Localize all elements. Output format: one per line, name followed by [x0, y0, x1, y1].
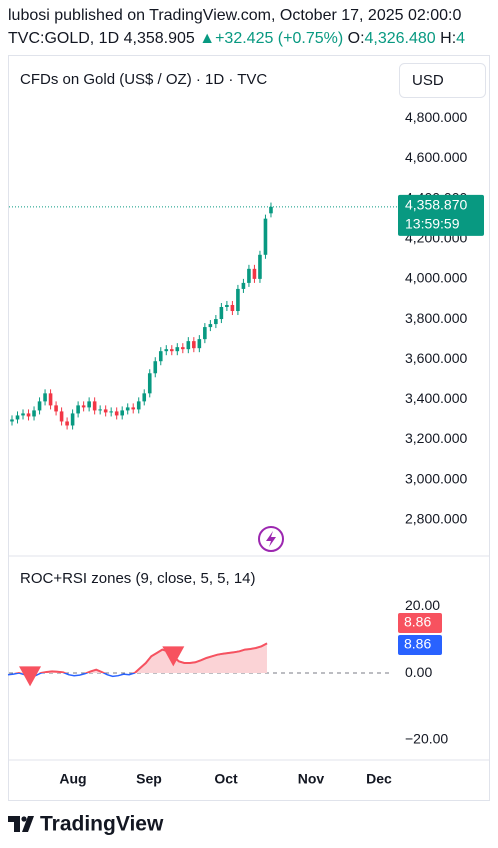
last-value-box [398, 635, 442, 655]
candle-body [230, 304, 235, 312]
candle-body [241, 282, 246, 289]
y-tick-label: 3,200.000 [405, 430, 467, 446]
candle-body [87, 401, 91, 408]
x-tick-label: Aug [59, 771, 86, 787]
high: 4 [456, 30, 465, 47]
logo-text: TradingView [40, 813, 164, 836]
candle-body [258, 254, 262, 279]
candle-body [98, 409, 102, 411]
y-tick-label: −20.00 [405, 731, 448, 747]
candle-body [32, 410, 36, 417]
candle-body [81, 405, 86, 408]
x-tick-label: Dec [366, 771, 392, 787]
x-tick-label: Sep [136, 771, 162, 787]
candle-body [114, 411, 119, 416]
candle-body [153, 361, 158, 374]
candle-body [43, 393, 47, 402]
candle-body [203, 327, 207, 340]
candle-body [186, 341, 191, 350]
open-label: O: [348, 30, 365, 47]
open: 4,326.480 [365, 30, 436, 47]
candle-body [208, 324, 213, 328]
candle-body [48, 393, 53, 406]
last-price-label: 4,358.870 [405, 197, 467, 213]
candle-body [175, 347, 180, 352]
signal-marker [19, 666, 42, 687]
last: 4,358.905 [124, 30, 195, 47]
candle-body [15, 415, 20, 420]
indicator-title: ROC+RSI zones (9, close, 5, 5, 14) [20, 570, 256, 587]
y-tick-label: 3,400.000 [405, 390, 467, 406]
candle-body [247, 268, 251, 283]
candle-body [225, 304, 229, 307]
last-value-label: 8.86 [404, 636, 431, 652]
candle-body [236, 288, 240, 312]
candle-body [26, 413, 31, 417]
positive-area [19, 643, 267, 673]
candle-body [219, 307, 224, 320]
countdown: 13:59:59 [405, 216, 460, 232]
chart-frame [8, 55, 490, 801]
candle-body [76, 405, 80, 414]
candle-body [70, 413, 75, 426]
y-tick-label: 0.00 [405, 664, 432, 680]
candle-body [65, 421, 69, 426]
candle-body [263, 218, 268, 255]
y-tick-label: 3,600.000 [405, 350, 467, 366]
event-bolt [266, 531, 276, 547]
candle-body [131, 407, 136, 410]
candle-body [147, 373, 152, 394]
candle-body [197, 339, 202, 349]
currency-button[interactable] [399, 63, 486, 98]
candle-body [54, 405, 58, 412]
y-tick-label: 4,600.000 [405, 149, 467, 165]
currency[interactable]: USD [412, 72, 444, 89]
last-value-label: 8.86 [404, 614, 431, 630]
candle-body [92, 401, 97, 411]
candle-body [59, 411, 64, 422]
y-tick-label: 2,800.000 [405, 511, 467, 527]
candle-body [125, 407, 130, 411]
candle-body [21, 413, 25, 416]
symbol: TVC:GOLD, 1D [8, 30, 119, 47]
indicator-line-pos [13, 642, 268, 673]
y-tick-label: 20.00 [405, 597, 440, 613]
candle-body [164, 349, 169, 352]
candle-body [109, 411, 113, 413]
last-price-box [398, 194, 484, 236]
logo [8, 816, 34, 832]
candle-body [37, 401, 42, 411]
x-tick-label: Oct [214, 771, 238, 787]
candle-body [169, 349, 174, 352]
chart-title: CFDs on Gold (US$ / OZ) · 1D · TVC [20, 71, 267, 88]
candle-body [181, 347, 185, 350]
y-tick-label: 3,000.000 [405, 470, 467, 486]
candle-body [136, 401, 141, 410]
change: +32.425 (+0.75%) [215, 30, 343, 47]
x-tick-label: Nov [298, 771, 325, 787]
candle-body [214, 319, 218, 325]
high-label: H: [440, 30, 456, 47]
signal-marker [162, 646, 185, 667]
candle-body [120, 410, 124, 416]
candle-body [252, 268, 257, 279]
last-value-box [398, 613, 442, 633]
candle-body [192, 341, 196, 349]
candle-body [158, 351, 163, 362]
candle-body [269, 206, 273, 214]
symbol-line: TVC:GOLD, 1D 4,358.905 ▲+32.425 (+0.75%)… [8, 30, 465, 47]
y-tick-label: 4,800.000 [405, 109, 467, 125]
candle-body [103, 409, 108, 413]
y-tick-label: 4,000.000 [405, 270, 467, 286]
arrow: ▲ [199, 30, 215, 47]
publish-line: lubosi published on TradingView.com, Oct… [8, 7, 461, 24]
y-tick-label: 3,800.000 [405, 310, 467, 326]
candle-body [10, 419, 14, 422]
candle-body [142, 393, 147, 402]
